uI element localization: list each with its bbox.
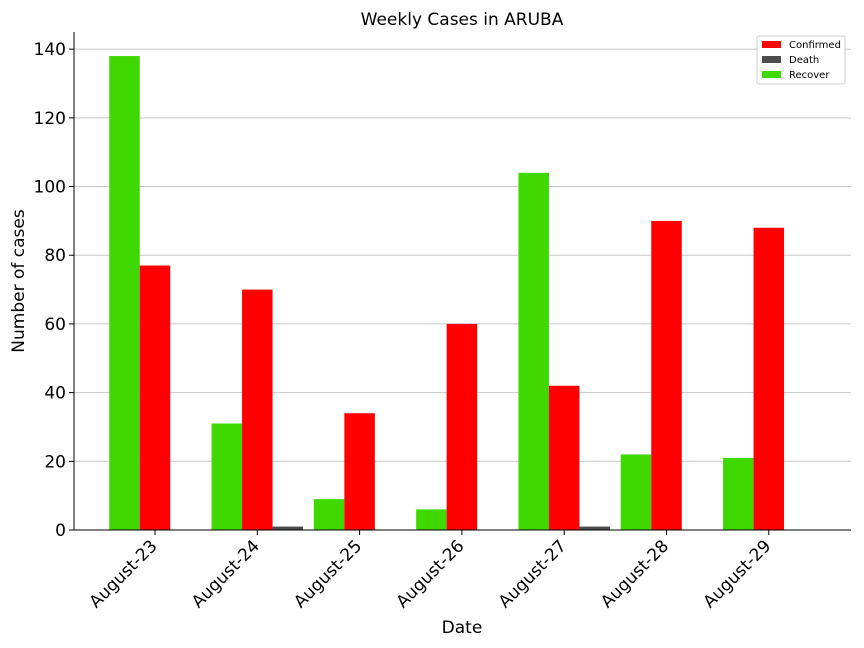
y-tick-label: 80 xyxy=(44,246,66,266)
bar-confirmed-august-24 xyxy=(242,289,273,530)
legend: Confirmed Death Recover xyxy=(756,35,846,85)
bar-recover-august-29 xyxy=(723,457,754,530)
x-tick-label: August-29 xyxy=(699,536,775,612)
bar-recover-august-25 xyxy=(313,499,345,530)
legend-swatch-death xyxy=(762,56,781,63)
bar-recover-august-24 xyxy=(211,423,243,530)
x-tick-label: August-25 xyxy=(290,536,366,612)
bar-recover-august-23 xyxy=(109,56,140,530)
bar-confirmed-august-26 xyxy=(446,323,478,530)
y-ticks: 0 20 40 60 80 100 120 140 xyxy=(34,40,74,541)
x-tick-label: August-28 xyxy=(597,536,673,612)
bar-recover-august-28 xyxy=(620,454,652,530)
y-tick-label: 140 xyxy=(34,40,66,60)
y-axis-label: Number of cases xyxy=(9,209,29,353)
bar-death-august-24 xyxy=(272,526,304,530)
y-tick-label: 0 xyxy=(55,521,66,541)
bars xyxy=(109,56,785,531)
bar-recover-august-26 xyxy=(416,509,447,530)
x-tick-label: August-23 xyxy=(86,536,162,612)
bar-confirmed-august-25 xyxy=(344,413,375,530)
legend-label-confirmed: Confirmed xyxy=(789,40,841,51)
legend-label-recover: Recover xyxy=(789,70,830,81)
legend-swatch-recover xyxy=(762,71,781,78)
y-tick-label: 120 xyxy=(34,109,66,129)
x-ticks: August-23 August-24 August-25 August-26 Augu… xyxy=(86,530,775,612)
bar-confirmed-august-27 xyxy=(548,385,580,530)
bar-confirmed-august-29 xyxy=(753,227,785,531)
x-tick-label: August-27 xyxy=(495,536,571,612)
y-tick-label: 20 xyxy=(44,452,66,472)
y-tick-label: 40 xyxy=(44,384,66,404)
bar-confirmed-august-28 xyxy=(651,220,682,530)
legend-swatch-confirmed xyxy=(762,41,781,48)
bar-death-august-27 xyxy=(579,526,610,530)
x-tick-label: August-26 xyxy=(393,536,469,612)
x-axis-label: Date xyxy=(442,618,483,638)
bar-recover-august-27 xyxy=(518,172,549,531)
bar-confirmed-august-23 xyxy=(139,265,171,530)
chart-title: Weekly Cases in ARUBA xyxy=(361,10,564,30)
y-tick-label: 60 xyxy=(44,315,66,335)
y-tick-label: 100 xyxy=(34,178,66,198)
legend-label-death: Death xyxy=(789,55,819,66)
x-tick-label: August-24 xyxy=(188,536,264,612)
